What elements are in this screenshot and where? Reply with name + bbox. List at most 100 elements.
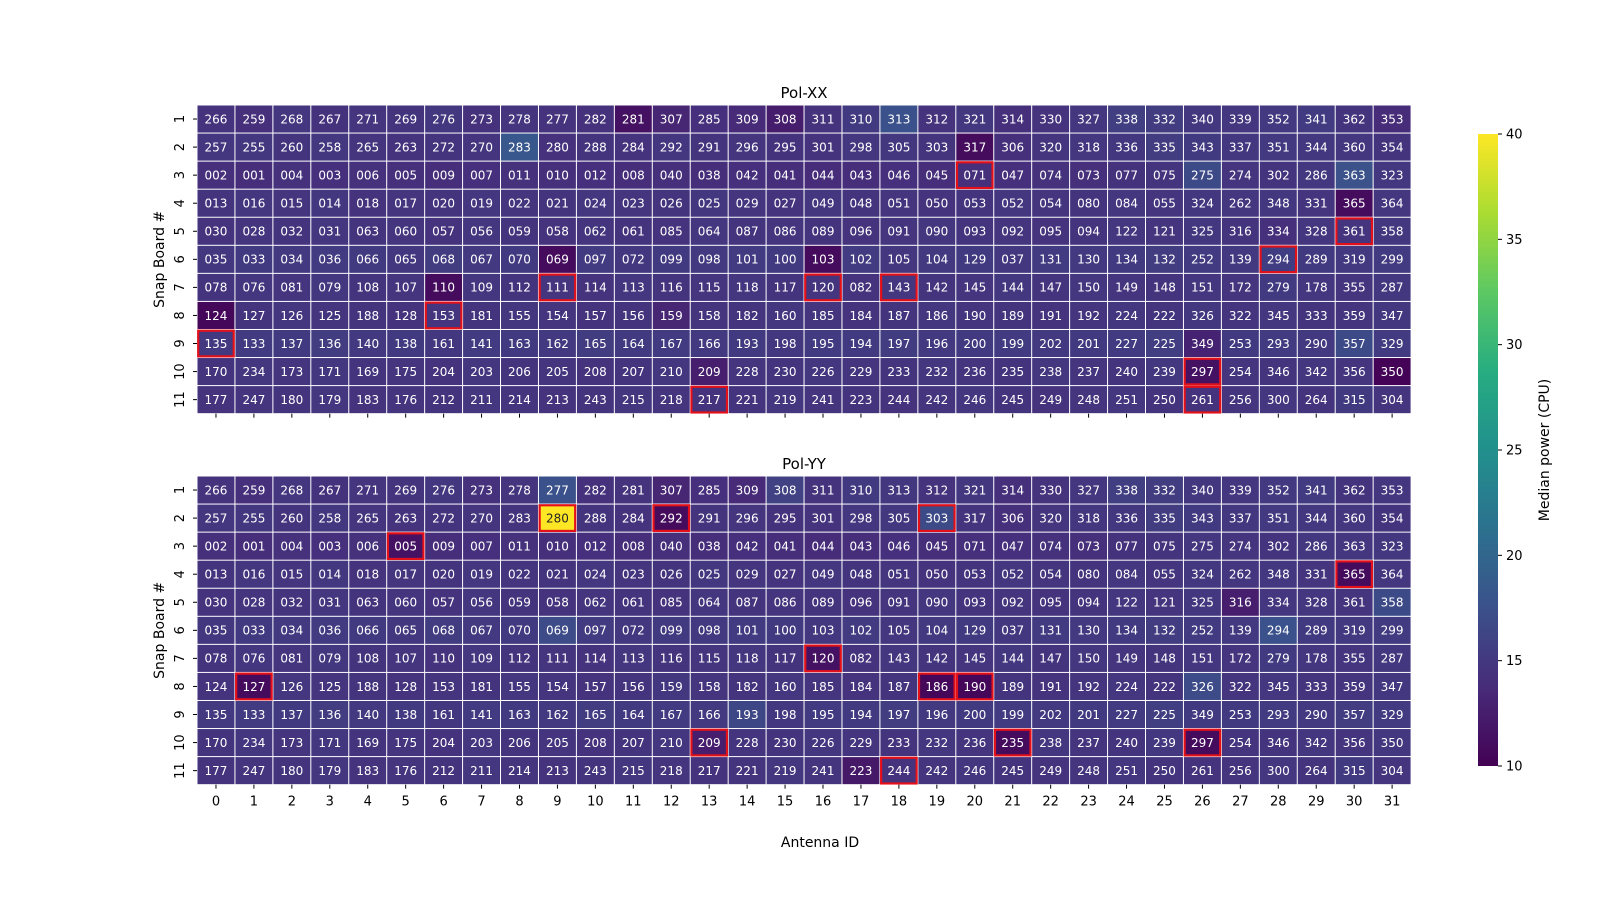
heatmap-cell [349, 532, 387, 560]
x-tick-label: 5 [402, 795, 410, 810]
cell-label: 144 [1001, 281, 1024, 295]
heatmap-cell [501, 273, 538, 301]
heatmap-cell [614, 161, 652, 189]
cell-label: 105 [887, 624, 910, 638]
cell-label: 276 [432, 112, 455, 126]
cell-label: 204 [432, 365, 455, 379]
cell-label: 339 [1229, 112, 1252, 126]
cell-label: 136 [318, 708, 341, 722]
cell-label: 104 [925, 253, 948, 267]
heatmap-cell [1335, 757, 1373, 785]
cell-label: 162 [546, 337, 569, 351]
cell-label: 274 [1229, 539, 1252, 553]
x-tick-label: 16 [815, 795, 832, 810]
heatmap-cell [1221, 504, 1259, 532]
heatmap-cell [880, 217, 918, 245]
cell-label: 208 [584, 365, 607, 379]
cell-label: 112 [508, 652, 531, 666]
heatmap-cell [1032, 672, 1070, 700]
cell-label: 251 [1115, 393, 1138, 407]
heatmap-cell [652, 189, 690, 217]
heatmap-cell [1335, 358, 1373, 386]
heatmap-cell [1070, 301, 1108, 329]
cell-label: 213 [546, 764, 569, 778]
cell-label: 038 [698, 539, 721, 553]
cell-label: 069 [546, 624, 569, 638]
heatmap-cell [652, 560, 690, 588]
heatmap-cell [614, 532, 652, 560]
cell-label: 233 [887, 736, 910, 750]
cell-label: 058 [546, 596, 569, 610]
heatmap-cell [538, 358, 576, 386]
cell-label: 260 [280, 140, 303, 154]
cell-label: 317 [963, 140, 986, 154]
cell-label: 295 [774, 511, 797, 525]
cell-label: 207 [622, 736, 645, 750]
cell-label: 230 [774, 365, 797, 379]
heatmap-cell [842, 273, 880, 301]
cell-label: 328 [1305, 225, 1328, 239]
cell-label: 141 [470, 337, 493, 351]
highlight-box [235, 672, 273, 701]
cell-label: 040 [660, 168, 683, 182]
heatmap-cell [235, 616, 273, 644]
x-tick-label: 12 [663, 795, 680, 810]
heatmap-cell [842, 133, 880, 161]
heatmap-cell [1183, 560, 1221, 588]
heatmap-cell [652, 504, 690, 532]
heatmap-cell [652, 729, 690, 757]
cell-label: 135 [205, 337, 228, 351]
cell-label: 315 [1343, 764, 1366, 778]
heatmap-cell [804, 700, 842, 729]
cell-label: 164 [622, 337, 645, 351]
cell-label: 148 [1153, 652, 1176, 666]
cell-label: 232 [925, 736, 948, 750]
cell-label: 142 [925, 652, 948, 666]
heatmap-cell [994, 358, 1032, 386]
cell-label: 336 [1115, 511, 1138, 525]
heatmap-cell [804, 217, 842, 245]
heatmap-cell [956, 217, 994, 245]
cell-label: 264 [1305, 393, 1328, 407]
heatmap-cell [273, 560, 311, 588]
x-tick-label: 14 [739, 795, 756, 810]
heatmap-cell [918, 217, 956, 245]
cell-label: 352 [1267, 112, 1290, 126]
heatmap-cell [880, 386, 918, 414]
heatmap-cell [1108, 189, 1145, 217]
cell-label: 029 [736, 197, 759, 211]
cell-label: 283 [508, 140, 531, 154]
cell-label: 114 [584, 281, 607, 295]
heatmap-cell [349, 189, 387, 217]
heatmap-cell [425, 105, 463, 133]
cell-label: 333 [1305, 680, 1328, 694]
heatmap-cell [728, 560, 766, 588]
cell-label: 104 [925, 624, 948, 638]
cell-label: 243 [584, 393, 607, 407]
heatmap-cell [956, 476, 994, 504]
cell-label: 148 [1153, 281, 1176, 295]
heatmap-cell [1221, 105, 1259, 133]
heatmap-cell [1259, 217, 1297, 245]
heatmap-cell [501, 616, 538, 644]
cell-label: 013 [205, 568, 228, 582]
heatmap-cell [1108, 504, 1145, 532]
cell-label: 247 [242, 764, 265, 778]
cell-label: 261 [1191, 764, 1214, 778]
cell-label: 191 [1039, 309, 1062, 323]
cell-label: 301 [812, 511, 835, 525]
cell-label: 285 [698, 483, 721, 497]
heatmap-cell [804, 616, 842, 644]
cell-label: 064 [698, 225, 721, 239]
heatmap-cell [652, 644, 690, 672]
heatmap-cell [501, 476, 538, 504]
highlight-box [538, 504, 577, 533]
heatmap-cell [197, 729, 235, 757]
heatmap-cell [766, 161, 804, 189]
cell-label: 322 [1229, 309, 1252, 323]
cell-label: 362 [1343, 483, 1366, 497]
heatmap-cell [1183, 532, 1221, 560]
cell-label: 016 [242, 568, 265, 582]
cell-label: 008 [622, 539, 645, 553]
heatmap-cell [425, 504, 463, 532]
